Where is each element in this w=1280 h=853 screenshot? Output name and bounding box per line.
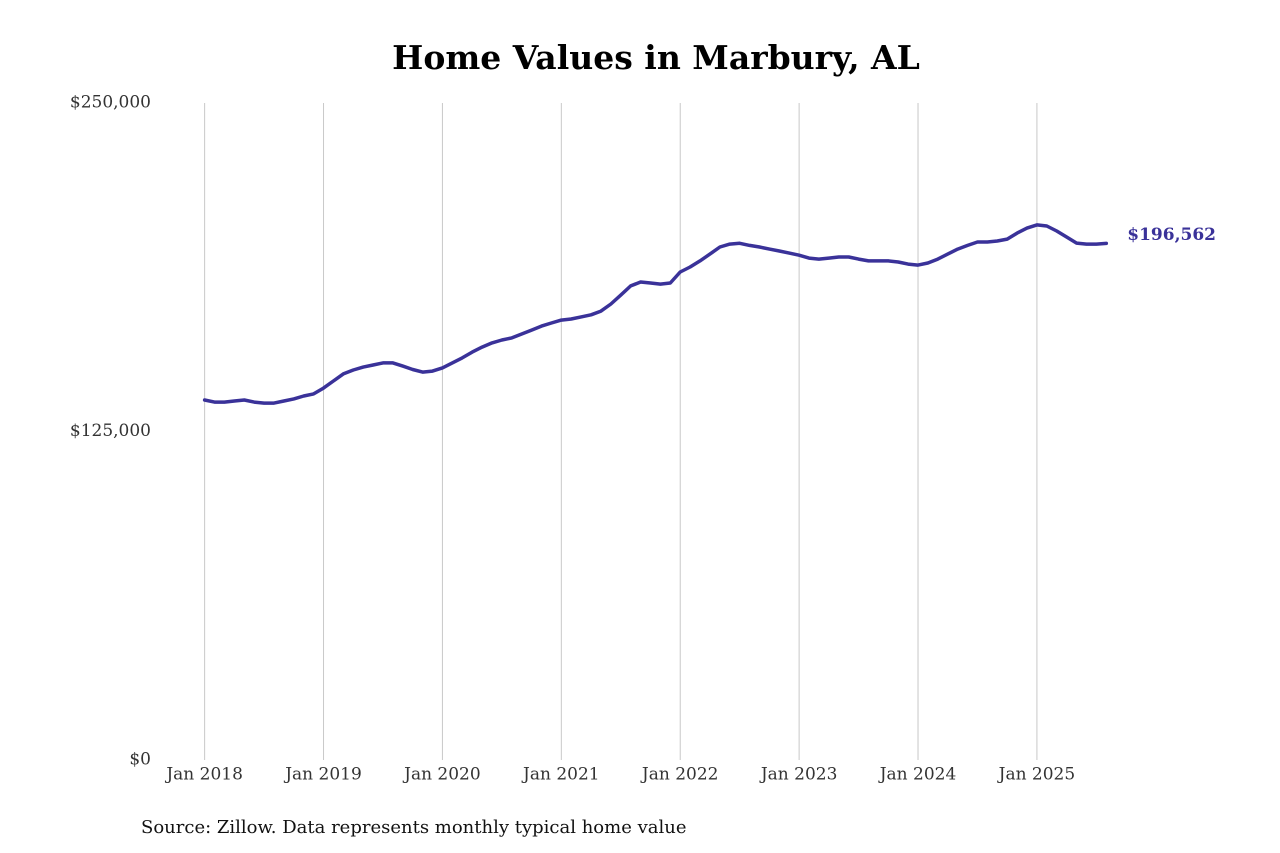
x-tick-label: Jan 2018 — [164, 765, 243, 785]
x-tick-label: Jan 2025 — [997, 765, 1076, 785]
x-tick-label: Jan 2022 — [640, 765, 719, 785]
x-tick-label: Jan 2024 — [878, 765, 957, 785]
x-tick-label: Jan 2023 — [759, 765, 838, 785]
line — [202, 223, 1109, 405]
x-tick-label: Jan 2019 — [283, 765, 362, 785]
y-tick-label: $0 — [129, 750, 151, 770]
y-tick-label: $125,000 — [70, 421, 151, 441]
source-note: Source: Zillow. Data represents monthly … — [141, 817, 687, 838]
y-tick-label: $250,000 — [70, 93, 151, 113]
chart-title: Home Values in Marbury, AL — [392, 38, 920, 77]
x-tick-label: Jan 2020 — [402, 765, 481, 785]
x-tick-label: Jan 2021 — [521, 765, 600, 785]
data-label: $196,562 — [1127, 225, 1216, 245]
